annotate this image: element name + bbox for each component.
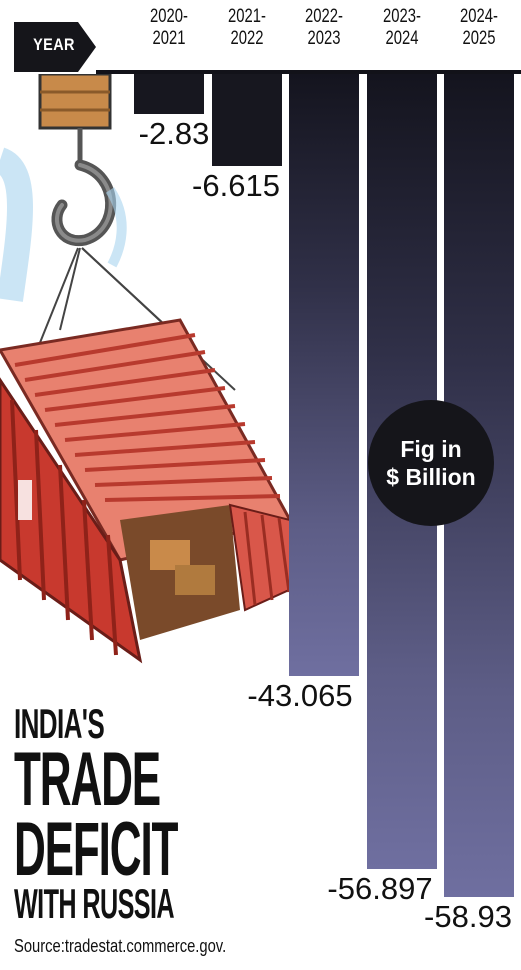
value-label-3: -56.897 [327, 870, 433, 906]
bar-2 [289, 74, 359, 676]
category-label-4: 2024- 2025 [460, 6, 498, 49]
source-note: Source:tradestat.commerce.gov. [14, 936, 227, 956]
category-label-1: 2021- 2022 [228, 6, 266, 49]
unit-line-1: Fig in [400, 436, 462, 462]
category-label-2: 2022- 2023 [305, 6, 343, 49]
tag-arrow-icon [14, 22, 96, 72]
value-label-1: -6.615 [192, 168, 280, 204]
title-line-4: WITH RUSSIA [14, 880, 175, 927]
title-line-1: INDIA'S [14, 700, 105, 747]
bar-0 [134, 74, 204, 114]
unit-badge: Fig in $ Billion [368, 400, 494, 526]
bar-1 [212, 74, 282, 167]
container-illustration [0, 74, 300, 664]
unit-line-2: $ Billion [386, 464, 476, 490]
category-label-0: 2020- 2021 [150, 6, 188, 49]
title-line-3: DEFICIT [14, 807, 178, 892]
year-tag-label: YEAR [33, 35, 75, 54]
title-line-2: TRADE [14, 737, 161, 822]
value-label-2: -43.065 [247, 677, 353, 713]
category-label-3: 2023- 2024 [383, 6, 421, 49]
value-label-0: -2.83 [138, 115, 210, 151]
year-tag: YEAR [14, 22, 96, 72]
value-label-4: -58.93 [424, 899, 512, 935]
x-axis-line [96, 70, 521, 74]
